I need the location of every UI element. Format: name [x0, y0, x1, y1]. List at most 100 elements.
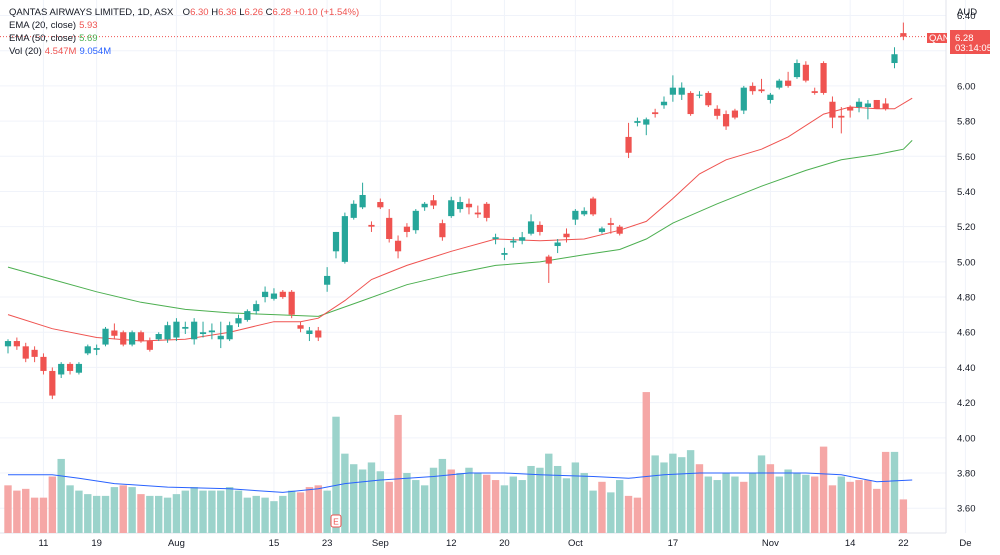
- candle-body: [598, 228, 606, 232]
- volume-bar: [748, 473, 757, 533]
- volume-bar: [722, 473, 730, 533]
- volume-bar: [84, 494, 92, 533]
- volume-bar: [474, 473, 482, 533]
- candle-body: [49, 370, 56, 396]
- candle-body: [40, 356, 47, 371]
- volume-bar: [217, 490, 225, 533]
- candle-body: [714, 108, 721, 116]
- ema50-label: EMA (50, close): [9, 33, 77, 44]
- ema50-row[interactable]: EMA (50, close) 5.69: [9, 32, 359, 45]
- candle-body: [226, 325, 233, 340]
- volume-bar: [270, 501, 278, 533]
- candle-body: [572, 210, 579, 220]
- candle-body: [137, 332, 145, 342]
- candle-body: [731, 110, 739, 118]
- candle-body: [785, 80, 792, 86]
- volume-bar: [225, 487, 234, 533]
- candle-body: [643, 119, 650, 125]
- candle-body: [93, 348, 100, 350]
- price-tick-label: 5.60: [957, 152, 976, 163]
- close-value: 6.28: [272, 7, 292, 18]
- candle-body: [563, 233, 570, 238]
- volume-row[interactable]: Vol (20) 4.547M 9.054M: [9, 45, 359, 58]
- candle-body: [660, 101, 668, 106]
- volume-bar: [137, 494, 145, 533]
- volume-bar: [775, 476, 783, 533]
- price-tick-label: 3.60: [957, 504, 976, 515]
- volume-bar: [713, 480, 721, 533]
- candle-body: [4, 341, 12, 347]
- symbol-name[interactable]: QANTAS AIRWAYS LIMITED: [9, 7, 133, 18]
- volume-bar: [394, 414, 402, 533]
- volume-bar: [66, 485, 74, 533]
- candle-body: [802, 64, 809, 81]
- candle-body: [235, 318, 242, 324]
- volume-bar: [296, 492, 305, 533]
- candle-body: [749, 85, 756, 92]
- low-value: 6.26: [244, 7, 264, 18]
- candle-body: [492, 237, 499, 239]
- time-axis[interactable]: 11 19 Aug 15 23 Sep 12 20 Oct 17 Nov 14 22 De: [39, 538, 972, 549]
- candle-body: [687, 92, 694, 115]
- price-axis[interactable]: AUD 3.60 3.80 4.00 4.20 4.40 4.60 4.80 5.00 5.20…: [957, 7, 977, 515]
- volume-bar: [491, 480, 500, 533]
- ema20-line: [7, 97, 913, 342]
- candle-body: [66, 363, 74, 371]
- price-tick-label: 4.00: [957, 433, 976, 444]
- open-value: 6.30: [190, 7, 209, 18]
- candle-body: [873, 99, 880, 109]
- candle-body: [306, 330, 313, 335]
- volume-bar: [855, 480, 863, 533]
- candle-body: [811, 91, 818, 93]
- volume-bar: [57, 458, 65, 533]
- price-tick-label: 3.80: [957, 469, 976, 480]
- candle-body: [527, 221, 535, 234]
- candle-body: [767, 94, 774, 100]
- candlesticks: [4, 22, 907, 400]
- candle-body: [554, 242, 561, 247]
- candle-body: [359, 194, 366, 208]
- volume-bar: [766, 464, 775, 533]
- chart-grid: [0, 0, 966, 534]
- volume-bar: [589, 490, 597, 533]
- volume-bar: [545, 453, 553, 533]
- volume-bar: [828, 485, 837, 533]
- candle-body: [403, 226, 411, 232]
- earnings-marker[interactable]: E: [330, 514, 342, 528]
- symbol-row: QANTAS AIRWAYS LIMITED, 1D, ASX O6.30 H6…: [9, 7, 360, 18]
- volume-bar: [332, 416, 340, 533]
- candle-body: [696, 94, 703, 96]
- candle-body: [847, 107, 854, 111]
- volume-bar: [128, 487, 136, 533]
- candle-body: [394, 240, 402, 252]
- candle-body: [652, 112, 659, 115]
- volume-bar: [615, 480, 624, 533]
- candle-body: [625, 136, 632, 153]
- candle-body: [22, 346, 29, 359]
- candle-body: [430, 200, 437, 206]
- ema20-row[interactable]: EMA (20, close) 5.93: [9, 19, 359, 32]
- exchange: ASX: [154, 7, 174, 18]
- volume-bar: [279, 495, 287, 533]
- candle-body: [820, 63, 827, 93]
- price-tag-bg: [950, 30, 990, 54]
- candle-body: [457, 202, 464, 210]
- volume-label: Vol (20): [9, 46, 42, 57]
- candle-body: [58, 363, 65, 375]
- ema50-value: 5.69: [79, 33, 98, 44]
- candle-body: [350, 203, 357, 218]
- volume-bar: [686, 450, 695, 533]
- candle-body: [146, 341, 153, 350]
- volume-bar: [252, 495, 260, 533]
- volume-bar: [403, 473, 411, 533]
- interval[interactable]: 1D: [137, 7, 150, 18]
- candle-body: [244, 311, 251, 320]
- candle-body: [75, 363, 83, 373]
- close-label: C: [265, 7, 273, 18]
- volume-bar: [678, 457, 686, 533]
- volume-bar: [243, 497, 252, 533]
- candle-body: [253, 304, 260, 312]
- candle-body: [536, 224, 543, 232]
- price-tag-value: 6.28: [955, 33, 974, 44]
